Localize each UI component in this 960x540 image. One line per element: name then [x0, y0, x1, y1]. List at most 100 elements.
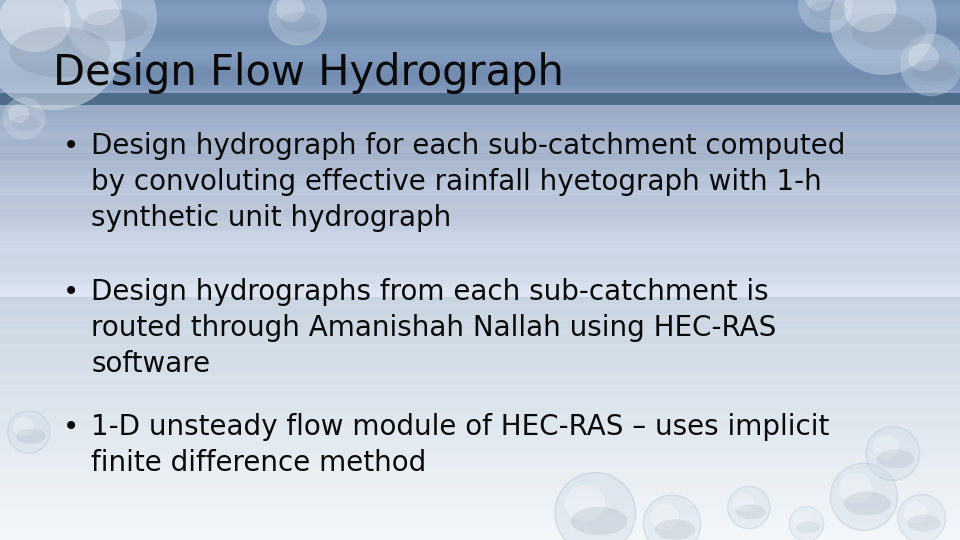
- Bar: [0, 346, 960, 347]
- Bar: [0, 463, 960, 464]
- Bar: [0, 371, 960, 378]
- Bar: [0, 20, 960, 22]
- Bar: [0, 178, 960, 180]
- Bar: [0, 331, 960, 333]
- Bar: [0, 202, 960, 210]
- Bar: [0, 211, 960, 212]
- Ellipse shape: [900, 34, 960, 96]
- Bar: [0, 201, 960, 204]
- Ellipse shape: [844, 0, 897, 32]
- Bar: [0, 335, 960, 336]
- Bar: [0, 454, 960, 455]
- Bar: [0, 254, 960, 255]
- Bar: [0, 333, 960, 335]
- Bar: [0, 250, 960, 252]
- Bar: [0, 353, 960, 355]
- Bar: [0, 357, 960, 364]
- Bar: [0, 147, 960, 150]
- Bar: [0, 475, 960, 477]
- Bar: [0, 394, 960, 396]
- Bar: [0, 184, 960, 185]
- Bar: [0, 177, 960, 178]
- Bar: [0, 399, 960, 406]
- Bar: [0, 312, 960, 313]
- Bar: [0, 288, 960, 290]
- Bar: [0, 363, 960, 366]
- Bar: [0, 99, 960, 101]
- Bar: [0, 248, 960, 250]
- Bar: [0, 247, 960, 248]
- Bar: [0, 157, 960, 158]
- Bar: [0, 529, 960, 531]
- Ellipse shape: [796, 521, 820, 534]
- Bar: [0, 517, 960, 518]
- Bar: [0, 528, 960, 529]
- Bar: [0, 103, 960, 104]
- Bar: [0, 443, 960, 444]
- Bar: [0, 313, 960, 315]
- Bar: [0, 366, 960, 367]
- Bar: [0, 31, 960, 32]
- Bar: [0, 382, 960, 383]
- Bar: [0, 304, 960, 306]
- Bar: [0, 72, 960, 74]
- Bar: [0, 423, 960, 425]
- Bar: [0, 326, 960, 328]
- Bar: [0, 393, 960, 394]
- Bar: [0, 174, 960, 181]
- Bar: [0, 432, 960, 434]
- Bar: [0, 425, 960, 427]
- Bar: [0, 132, 960, 139]
- Ellipse shape: [913, 60, 956, 82]
- Bar: [0, 231, 960, 238]
- Ellipse shape: [907, 515, 941, 531]
- Ellipse shape: [876, 450, 914, 468]
- Ellipse shape: [555, 472, 636, 540]
- Bar: [0, 16, 960, 18]
- Bar: [0, 343, 960, 350]
- Bar: [0, 263, 960, 265]
- Bar: [0, 9, 960, 11]
- Bar: [0, 441, 960, 443]
- Bar: [0, 389, 960, 390]
- Ellipse shape: [830, 463, 898, 530]
- Bar: [0, 511, 960, 513]
- Bar: [0, 342, 960, 344]
- Bar: [0, 189, 960, 191]
- Bar: [0, 525, 960, 532]
- Bar: [0, 490, 960, 491]
- Bar: [0, 483, 960, 490]
- Bar: [0, 518, 960, 520]
- Bar: [0, 380, 960, 382]
- Bar: [0, 5, 960, 7]
- Bar: [0, 430, 960, 432]
- Bar: [0, 344, 960, 346]
- Bar: [0, 509, 960, 511]
- Bar: [0, 245, 960, 247]
- Bar: [0, 212, 960, 214]
- Ellipse shape: [898, 495, 946, 540]
- Bar: [0, 434, 960, 436]
- Text: •: •: [62, 132, 79, 160]
- Bar: [0, 101, 960, 103]
- Bar: [0, 45, 960, 47]
- Bar: [0, 162, 960, 164]
- Bar: [0, 336, 960, 339]
- Bar: [0, 535, 960, 536]
- Bar: [0, 245, 960, 252]
- Bar: [0, 200, 960, 201]
- Bar: [0, 439, 960, 441]
- Bar: [0, 188, 960, 195]
- Bar: [0, 329, 960, 336]
- Bar: [0, 239, 960, 241]
- Ellipse shape: [276, 0, 304, 22]
- Bar: [0, 412, 960, 414]
- Bar: [0, 106, 960, 108]
- Bar: [0, 306, 960, 308]
- Text: Design hydrograph for each sub-catchment computed
by convoluting effective rainf: Design hydrograph for each sub-catchment…: [91, 132, 846, 232]
- Bar: [0, 29, 960, 31]
- Bar: [0, 421, 960, 423]
- Bar: [0, 508, 960, 509]
- Bar: [0, 360, 960, 362]
- Bar: [0, 238, 960, 239]
